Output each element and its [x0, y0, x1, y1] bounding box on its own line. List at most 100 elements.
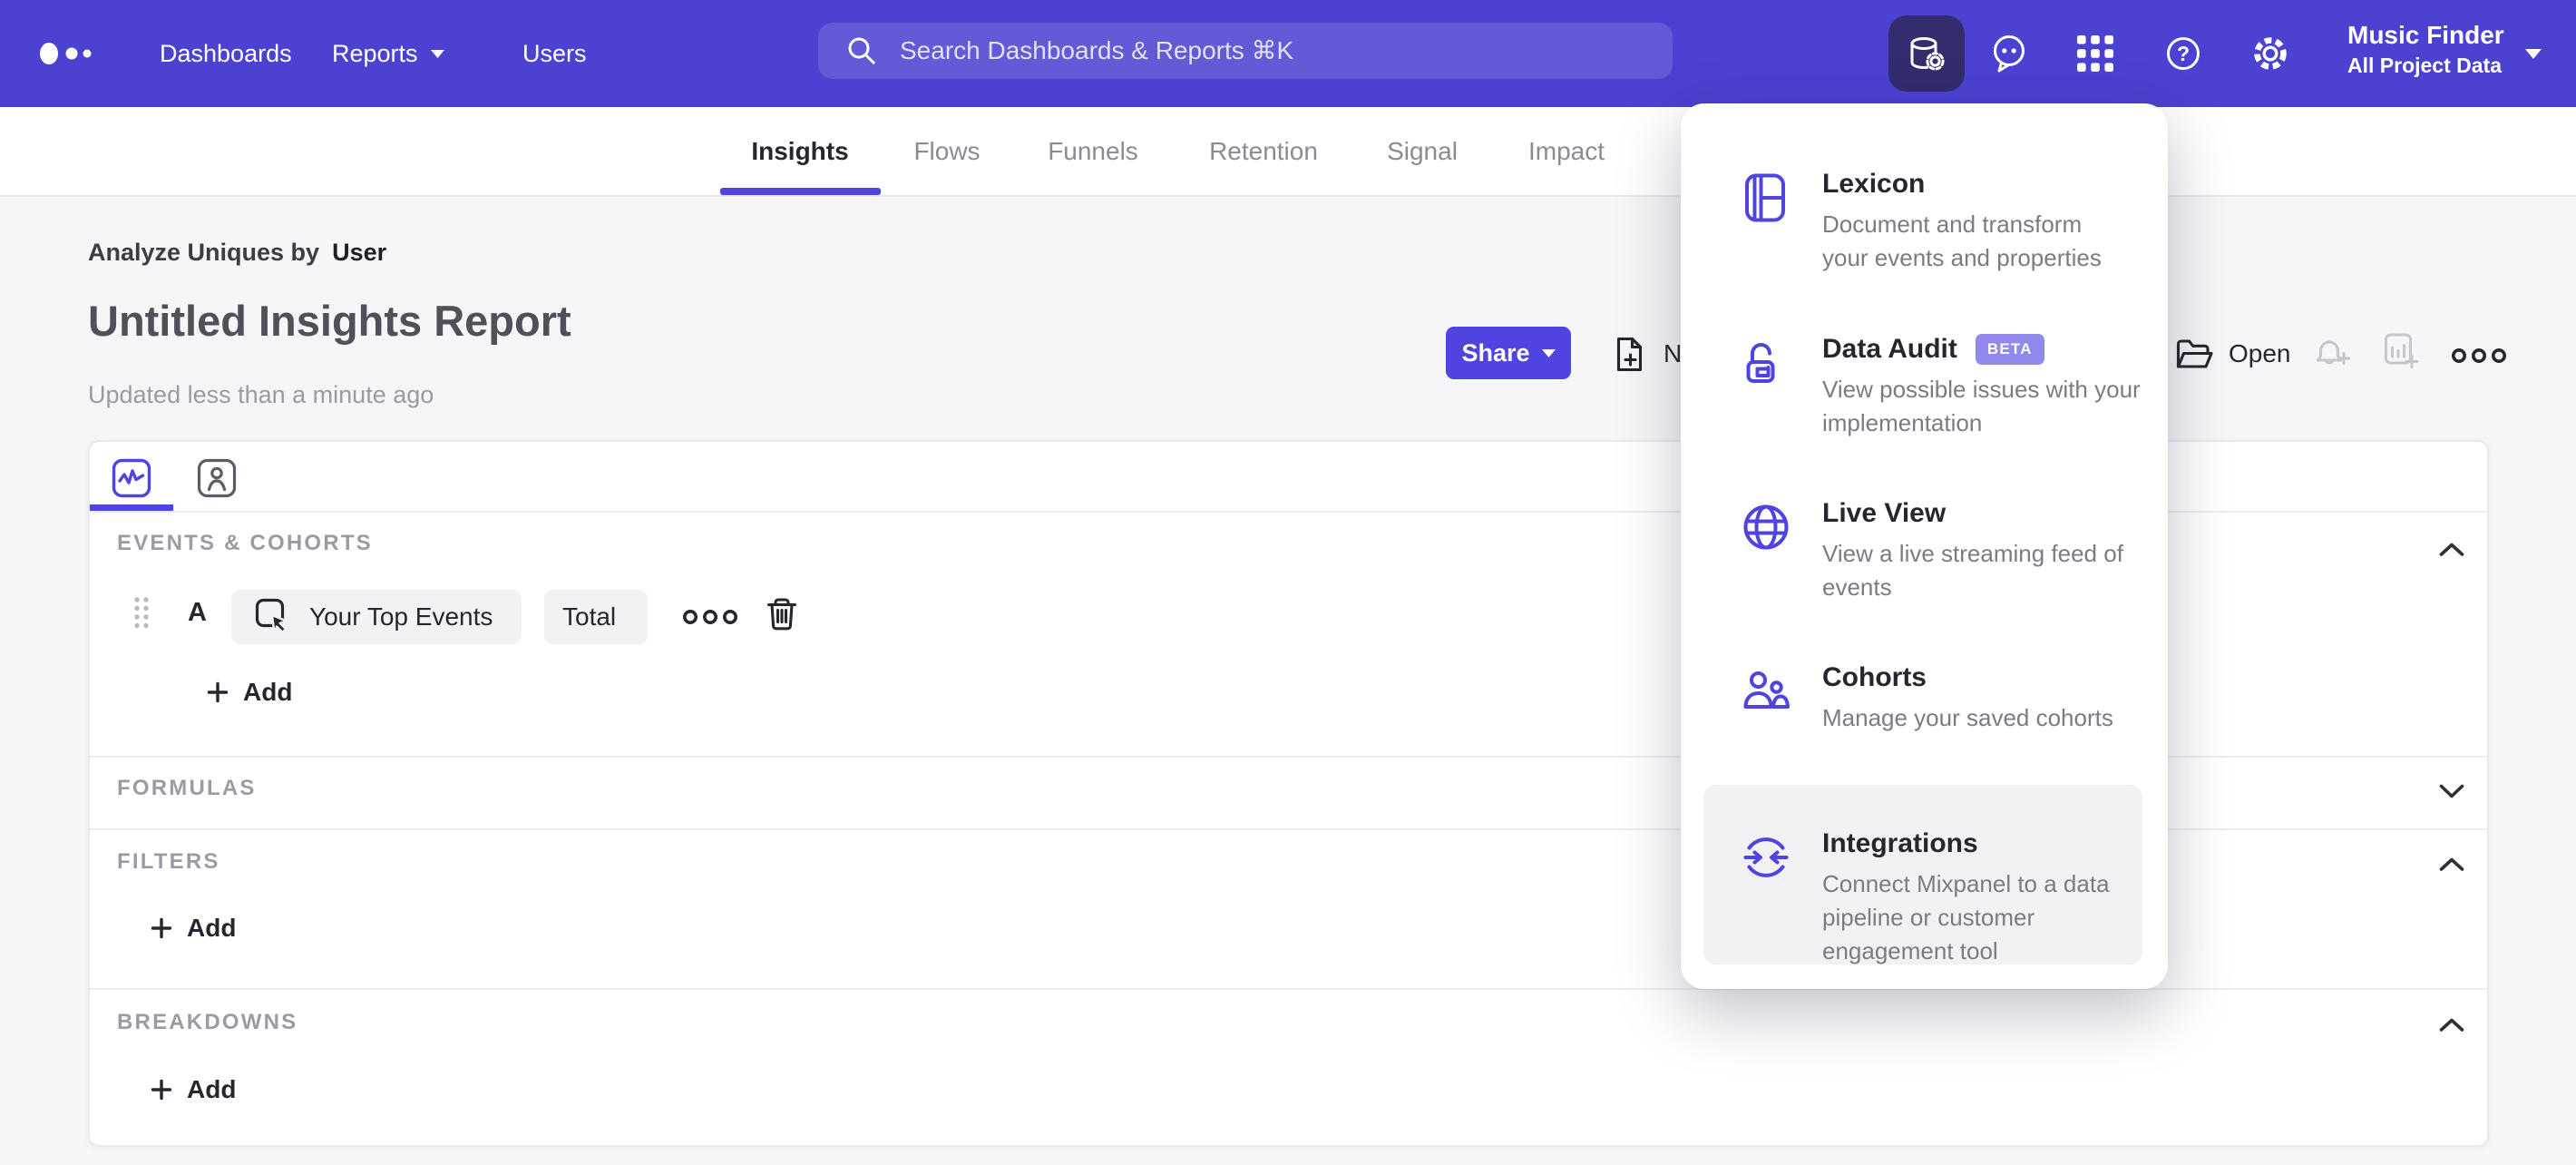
feedback-bubble-icon: [1994, 35, 2025, 73]
expand-formulas-button[interactable]: [2438, 782, 2465, 799]
menu-item-integrations[interactable]: Integrations Connect Mixpanel to a data …: [1703, 785, 2142, 964]
nav-users-label: Users: [522, 39, 587, 67]
divider: [90, 511, 2487, 513]
tab-profiles-builder[interactable]: [197, 458, 237, 498]
nav-users[interactable]: Users: [522, 0, 587, 107]
events-cohorts-header: EVENTS & COHORTS: [117, 531, 373, 555]
settings-button[interactable]: [2250, 0, 2290, 107]
metric-selector-label: Total: [562, 602, 617, 631]
menu-item-description: View possible issues with your implement…: [1822, 376, 2141, 436]
apps-grid-button[interactable]: [2075, 0, 2115, 107]
metric-selector[interactable]: Total: [544, 590, 648, 644]
menu-item-cohorts[interactable]: Cohorts Manage your saved cohorts: [1739, 662, 2143, 735]
add-to-dashboard-button[interactable]: [2380, 330, 2422, 372]
nav-reports[interactable]: Reports: [332, 0, 444, 107]
chevron-down-icon: [430, 49, 444, 58]
report-type-tabbar: Insights Flows Funnels Retention Signal …: [0, 107, 2576, 197]
tab-signal[interactable]: Signal: [1387, 107, 1458, 195]
drag-handle[interactable]: [132, 594, 151, 631]
global-search[interactable]: [818, 23, 1673, 79]
tab-impact-label: Impact: [1527, 136, 1605, 165]
apps-grid-icon: [2077, 35, 2113, 72]
menu-item-lexicon[interactable]: Lexicon Document and transform your even…: [1739, 169, 2143, 275]
report-more-actions-button[interactable]: [2451, 344, 2507, 367]
menu-item-data-audit[interactable]: Data Audit BETA View possible issues with…: [1739, 334, 2143, 440]
menu-item-title: Data Audit: [1822, 334, 1957, 364]
tab-retention[interactable]: Retention: [1209, 107, 1318, 195]
report-updated-text: Updated less than a minute ago: [88, 381, 434, 408]
breakdowns-header: BREAKDOWNS: [117, 1010, 298, 1034]
menu-item-description: Manage your saved cohorts: [1822, 704, 2113, 731]
menu-item-title: Cohorts: [1822, 662, 1927, 692]
menu-item-live-view[interactable]: Live View View a live streaming feed of …: [1739, 498, 2143, 604]
data-management-menu: Lexicon Document and transform your even…: [1681, 103, 2168, 989]
feedback-button[interactable]: [1989, 0, 2029, 107]
active-tab-underline: [720, 188, 881, 195]
add-breakdown-label: Add: [187, 1075, 237, 1103]
tab-funnels[interactable]: Funnels: [1048, 107, 1138, 195]
tab-flows-label: Flows: [913, 136, 981, 165]
tab-funnels-label: Funnels: [1048, 136, 1138, 165]
filters-header: FILTERS: [117, 849, 220, 874]
collapse-filters-button[interactable]: [2438, 856, 2465, 873]
project-selector[interactable]: Music Finder All Project Data: [2347, 19, 2504, 79]
tab-flows[interactable]: Flows: [913, 107, 980, 195]
nav-reports-label: Reports: [332, 39, 418, 67]
chevron-up-icon: [2439, 1018, 2464, 1032]
add-filter-label: Add: [187, 914, 237, 942]
project-scope: All Project Data: [2347, 54, 2502, 77]
drag-dots-icon: [134, 597, 149, 629]
collapse-breakdowns-button[interactable]: [2438, 1016, 2465, 1033]
analyze-prefix: Analyze Uniques by: [88, 239, 320, 266]
open-folder-icon: [2176, 339, 2213, 368]
add-filter-button[interactable]: Add: [150, 914, 236, 943]
analyze-entity-selector[interactable]: User: [332, 239, 387, 266]
divider: [90, 756, 2487, 758]
report-title[interactable]: Untitled Insights Report: [88, 297, 571, 345]
divider: [90, 828, 2487, 830]
open-report-button[interactable]: Open: [2173, 334, 2291, 374]
share-button-label: Share: [1461, 338, 1530, 367]
add-event-label: Add: [243, 678, 293, 706]
data-management-button[interactable]: [1888, 15, 1965, 92]
event-row-more-button[interactable]: [682, 605, 738, 629]
beta-badge: BETA: [1975, 334, 2044, 365]
tab-impact[interactable]: Impact: [1528, 107, 1605, 195]
database-gear-icon: [1910, 37, 1945, 71]
plus-icon: [151, 917, 172, 939]
search-input[interactable]: [898, 35, 1673, 66]
delete-event-button[interactable]: [762, 594, 802, 634]
nav-dashboards[interactable]: Dashboards: [160, 0, 292, 107]
add-event-button[interactable]: Add: [206, 678, 292, 707]
share-button[interactable]: Share: [1446, 327, 1571, 379]
help-icon: ?: [2167, 37, 2200, 70]
event-selector[interactable]: Your Top Events: [231, 590, 522, 644]
help-button[interactable]: ?: [2163, 0, 2203, 107]
create-alert-button[interactable]: [2311, 332, 2353, 374]
menu-item-title: Live View: [1822, 498, 1947, 528]
plus-icon: [207, 681, 229, 703]
collapse-events-button[interactable]: [2438, 541, 2465, 558]
lexicon-book-icon: [1739, 171, 1793, 275]
svg-text:?: ?: [2177, 42, 2190, 65]
menu-item-description: View a live streaming feed of events: [1822, 540, 2123, 601]
chevron-up-icon: [2439, 857, 2464, 871]
tab-retention-label: Retention: [1209, 136, 1318, 165]
project-name: Music Finder: [2347, 21, 2504, 49]
divider: [90, 988, 2487, 990]
trash-icon: [766, 598, 797, 631]
project-chevron-down-icon: [2525, 49, 2542, 59]
tab-signal-label: Signal: [1387, 136, 1458, 165]
mixpanel-logo-icon[interactable]: [39, 33, 99, 74]
formulas-header: FORMULAS: [117, 776, 257, 800]
chevron-down-icon: [2439, 784, 2464, 798]
add-breakdown-button[interactable]: Add: [150, 1075, 236, 1104]
tab-insights[interactable]: Insights: [751, 107, 848, 195]
tab-events-builder[interactable]: [112, 458, 151, 498]
search-icon: [848, 37, 876, 65]
chevron-down-icon: [1541, 348, 1556, 357]
active-builder-tab-underline: [90, 504, 173, 511]
more-dots-icon: [683, 610, 737, 624]
nav-dashboards-label: Dashboards: [160, 39, 292, 67]
